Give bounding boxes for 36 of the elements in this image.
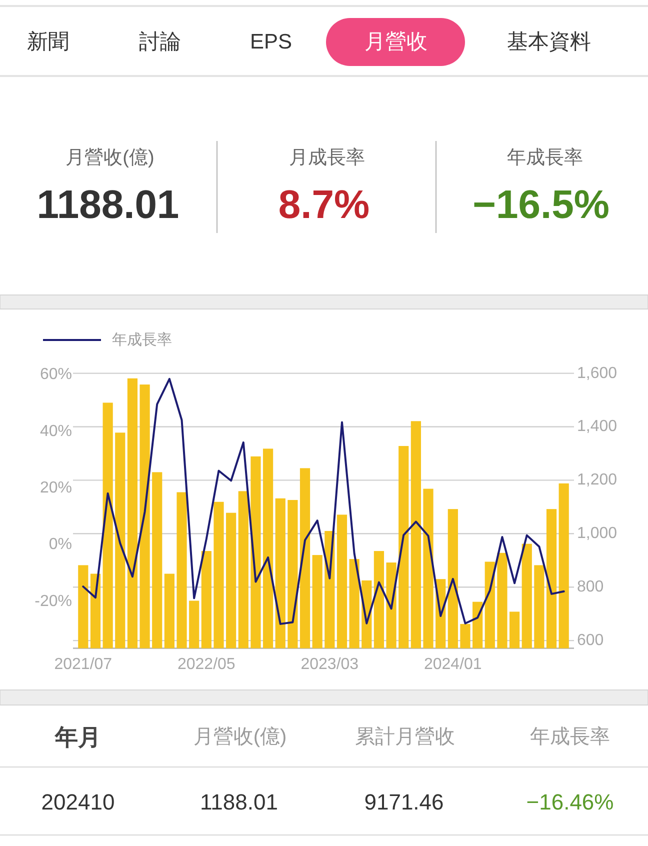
text: 累計月營收 — [355, 726, 455, 748]
y-tick-label: 1,200 — [577, 472, 618, 489]
y-tick-label: 1,000 — [577, 525, 618, 542]
y2-tick-label: 40% — [40, 422, 72, 440]
x-tick-label: 2024/01 — [424, 656, 482, 673]
text: −16.46% — [526, 790, 614, 814]
text: 基本資料 — [507, 30, 591, 54]
text: −16.5% — [472, 183, 610, 227]
y2-tick-label: 60% — [40, 366, 72, 384]
y-tick-label: 1,400 — [577, 418, 618, 436]
text: 月成長率 — [289, 146, 365, 168]
y-tick-label: 800 — [577, 578, 604, 596]
text: 202410 — [41, 790, 115, 814]
text: 9171.46 — [364, 790, 444, 814]
text: 年成長率 — [507, 146, 583, 168]
text: 新聞 — [27, 30, 69, 54]
text: 月營收(億) — [193, 726, 287, 748]
text: 年成長率 — [530, 726, 610, 748]
y2-tick-label: -20% — [34, 592, 72, 610]
text: 月營收 — [364, 30, 428, 54]
text: 1188.01 — [200, 790, 278, 814]
text: EPS — [250, 30, 292, 54]
x-tick-label: 2021/07 — [54, 656, 112, 673]
y-tick-label: 600 — [577, 632, 604, 650]
y-tick-label: 1,600 — [577, 364, 618, 382]
text: 8.7% — [278, 183, 370, 227]
x-tick-label: 2023/03 — [300, 656, 359, 673]
x-tick-label: 2022/05 — [177, 656, 236, 673]
legend-label: 年成長率 — [112, 332, 172, 348]
y2-tick-label: 20% — [40, 480, 72, 496]
text: 月營收(億) — [66, 148, 154, 168]
line-series — [82, 378, 565, 625]
text: 1188.01 — [36, 183, 180, 227]
text: 討論 — [139, 30, 181, 54]
y2-tick-label: 0% — [48, 536, 72, 554]
text: 年月 — [54, 724, 101, 750]
